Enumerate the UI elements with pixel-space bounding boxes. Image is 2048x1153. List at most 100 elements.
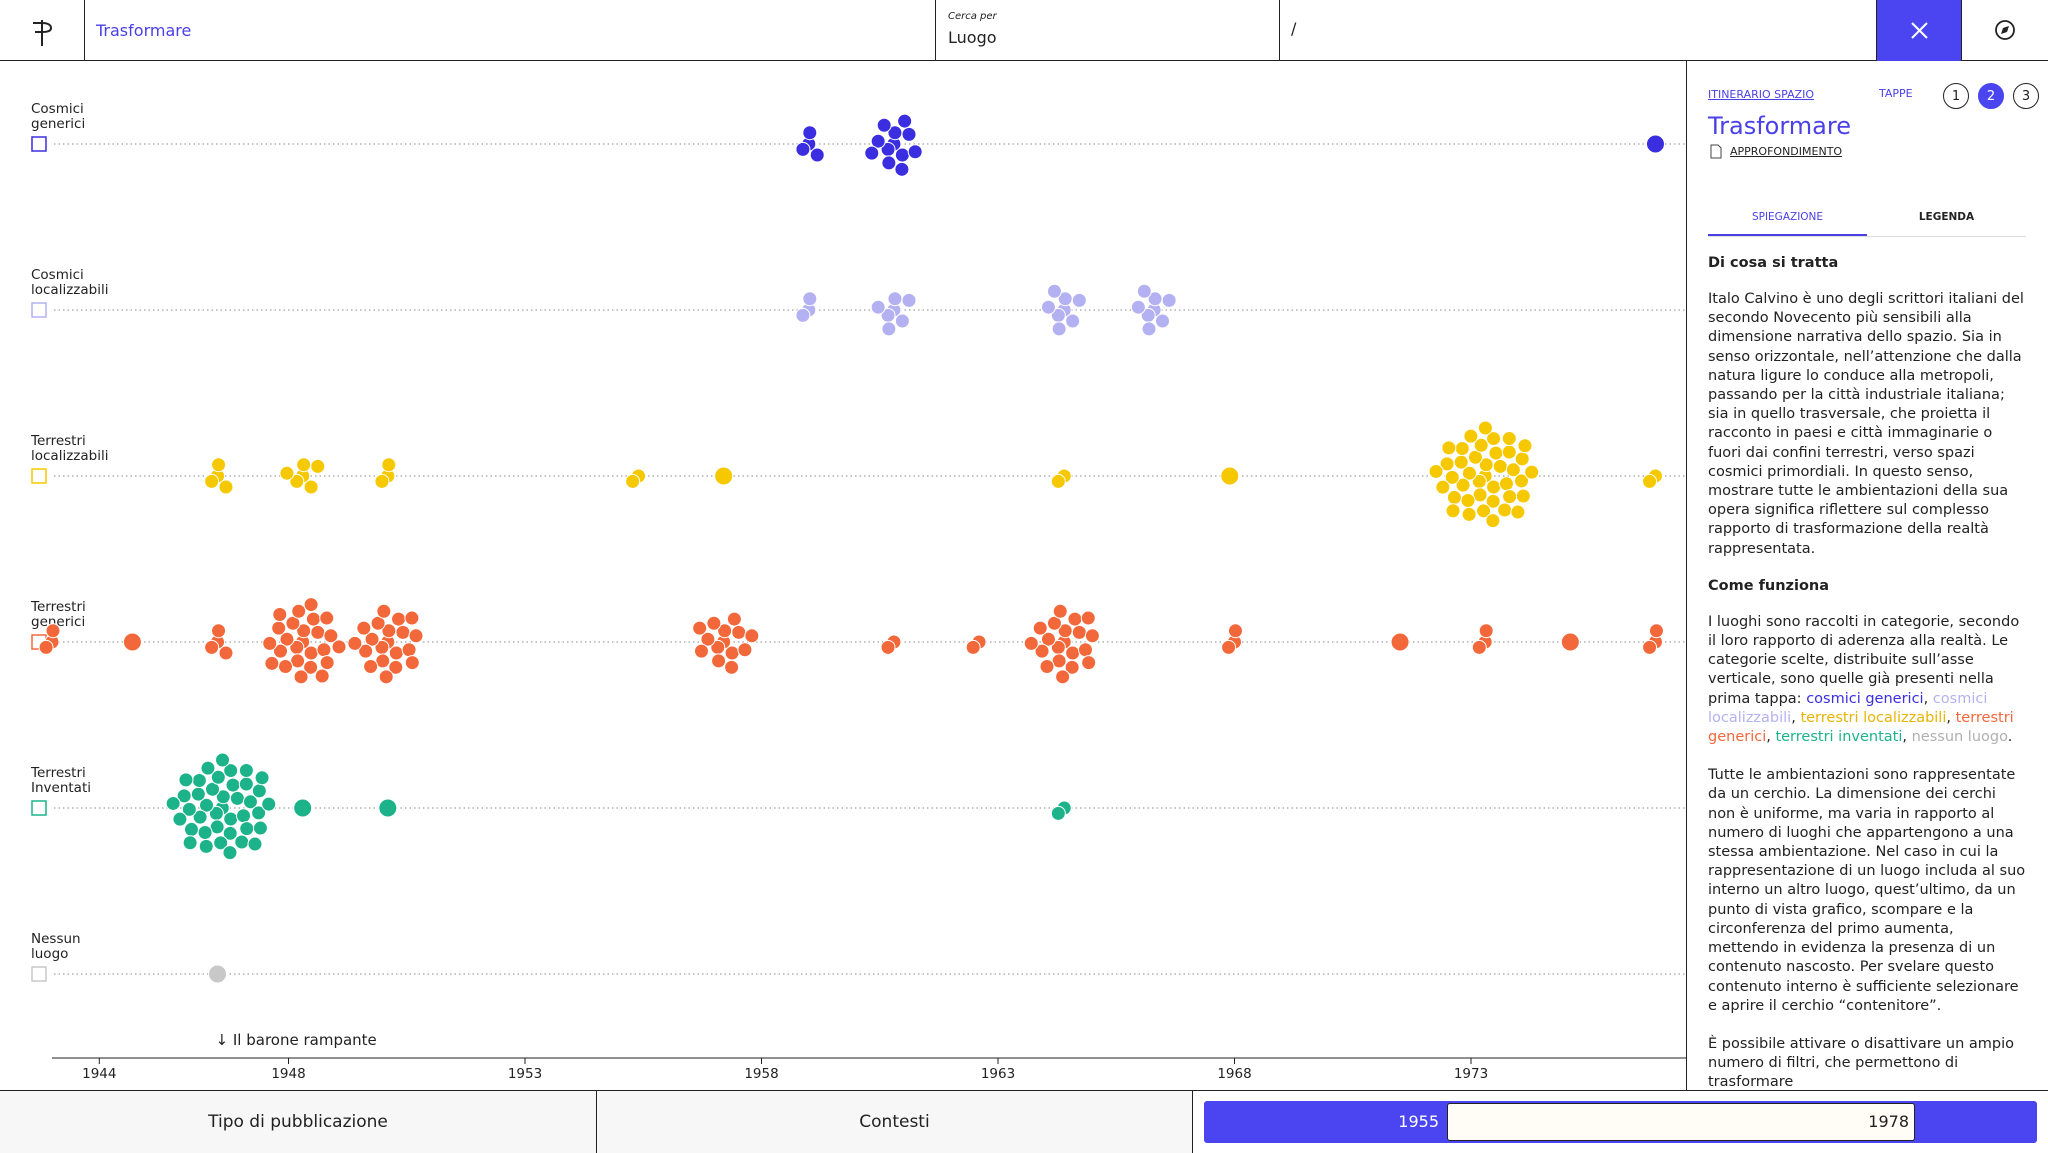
cluster — [1390, 632, 1410, 652]
place-circle — [1071, 624, 1087, 640]
cluster — [1130, 283, 1177, 337]
place-circle — [887, 291, 903, 307]
place-circle — [210, 769, 226, 785]
filter-button[interactable]: Contesti — [597, 1091, 1193, 1153]
place-circle — [310, 624, 326, 640]
link[interactable]: APPROFONDIMENTO — [1730, 145, 1843, 158]
place-circle — [1645, 134, 1665, 154]
category-name: terrestri localizzabili — [1800, 709, 1947, 726]
place-circle — [289, 473, 305, 489]
place-circle — [693, 643, 709, 659]
place-circle — [391, 611, 407, 627]
cluster — [714, 466, 734, 486]
close-button[interactable] — [1877, 0, 1962, 61]
place-circle — [1473, 437, 1489, 453]
place-circle — [215, 752, 231, 768]
place-circle — [238, 763, 254, 779]
cluster — [692, 611, 760, 675]
cluster — [965, 634, 987, 655]
place-circle — [795, 307, 811, 323]
place-circle — [870, 299, 886, 315]
place-circle — [864, 145, 880, 161]
place-circle — [1051, 321, 1067, 337]
step-button[interactable]: 1 — [1943, 83, 1969, 109]
place-circle — [190, 786, 206, 802]
cluster — [1023, 603, 1100, 685]
cluster — [795, 291, 818, 323]
path-field[interactable]: / — [1280, 0, 1877, 61]
steps-label: TAPPE — [1879, 87, 1913, 100]
category-name: nessun luogo — [1911, 729, 2008, 746]
place-circle — [965, 639, 981, 655]
breadcrumb[interactable]: ITINERARIO SPAZIO — [1708, 88, 1815, 101]
place-circle — [264, 655, 280, 671]
place-circle — [1161, 292, 1177, 308]
cluster — [1560, 632, 1580, 652]
place-circle — [724, 645, 740, 661]
place-circle — [894, 313, 910, 329]
cluster — [1645, 134, 1665, 154]
place-circle — [1077, 642, 1093, 658]
place-circle — [303, 597, 319, 613]
row-checkbox[interactable] — [31, 966, 47, 982]
row-checkbox[interactable] — [31, 136, 47, 152]
place-circle — [358, 643, 374, 659]
place-circle — [1514, 473, 1530, 489]
place-circle — [1050, 805, 1066, 821]
x-tick-label: 1944 — [82, 1066, 116, 1082]
place-circle — [347, 635, 363, 651]
place-circle — [1055, 669, 1071, 685]
place-circle — [199, 797, 215, 813]
place-circle — [251, 783, 267, 799]
place-circle — [1642, 473, 1658, 489]
search-field[interactable]: Trasformare — [85, 0, 936, 61]
filter-button[interactable]: Tipo di pubblicazione — [0, 1091, 597, 1153]
row-checkbox[interactable] — [31, 302, 47, 318]
x-tick-label: 1963 — [981, 1066, 1015, 1082]
search-by[interactable]: Cerca per Luogo — [936, 0, 1280, 61]
row-label: Terrestri — [30, 599, 86, 615]
place-circle — [1051, 653, 1067, 669]
cluster — [293, 798, 313, 818]
logo[interactable] — [0, 0, 85, 61]
row-checkbox[interactable] — [31, 800, 47, 816]
place-circle — [706, 615, 722, 631]
place-circle — [388, 659, 404, 675]
place-circle — [401, 642, 417, 658]
place-circle — [1472, 487, 1488, 503]
cluster — [262, 597, 347, 685]
place-circle — [737, 642, 753, 658]
doc-icon — [1710, 144, 1722, 159]
place-circle — [1524, 464, 1540, 480]
tab[interactable]: LEGENDA — [1918, 211, 1975, 223]
tab[interactable]: SPIEGAZIONE — [1708, 201, 1867, 236]
place-circle — [802, 125, 818, 141]
place-circle — [247, 836, 263, 852]
cluster — [204, 457, 234, 495]
place-circle — [370, 615, 386, 631]
range-selection[interactable] — [1447, 1103, 1915, 1141]
cluster — [165, 752, 277, 861]
place-circle — [1477, 420, 1493, 436]
place-circle — [1461, 465, 1477, 481]
compass-icon — [1995, 20, 2015, 40]
place-circle — [239, 821, 255, 837]
place-circle — [363, 658, 379, 674]
place-circle — [1560, 632, 1580, 652]
step-button[interactable]: 3 — [2013, 83, 2039, 109]
step-button[interactable]: 2 — [1978, 83, 2004, 109]
place-circle — [881, 155, 897, 171]
place-circle — [192, 809, 208, 825]
place-circle — [1498, 476, 1514, 492]
place-circle — [252, 820, 268, 836]
place-circle — [1514, 451, 1530, 467]
row-checkbox[interactable] — [31, 468, 47, 484]
compass-button[interactable] — [1962, 0, 2048, 61]
place-circle — [1461, 506, 1477, 522]
place-circle — [273, 643, 289, 659]
range-slider[interactable]: 1955 1978 — [1204, 1101, 2037, 1143]
cluster — [1050, 468, 1072, 489]
x-tick-label: 1973 — [1454, 1066, 1488, 1082]
place-circle — [277, 658, 293, 674]
